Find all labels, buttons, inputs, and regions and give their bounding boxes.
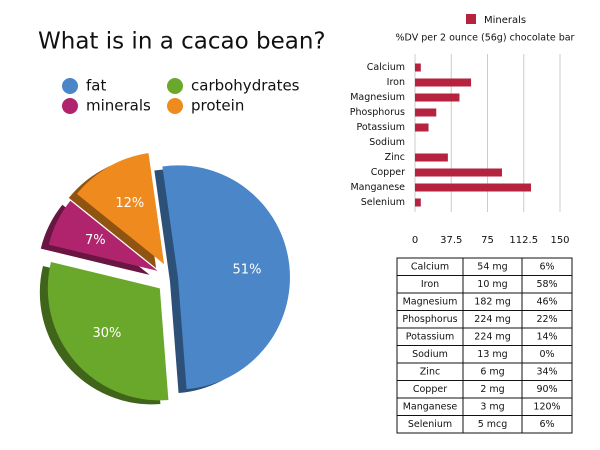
cell-text: Manganese <box>403 401 458 412</box>
slice <box>47 262 169 401</box>
slice <box>162 165 290 390</box>
bar <box>415 78 472 87</box>
cell-text: 46% <box>536 296 557 307</box>
slice-label: 51% <box>233 262 262 277</box>
cell-text: 120% <box>533 401 560 412</box>
cell-text: 2 mg <box>480 384 504 395</box>
legend-label: minerals <box>86 97 151 115</box>
legend-swatch <box>466 14 476 24</box>
y-tick-label: Magnesium <box>350 92 405 103</box>
y-tick-label: Copper <box>371 167 405 178</box>
cell-text: 58% <box>536 279 557 290</box>
y-tick-label: Calcium <box>367 62 405 73</box>
x-tick-label: 112.5 <box>509 235 538 246</box>
y-tick-label: Phosphorus <box>350 107 405 118</box>
cell-text: 90% <box>536 384 557 395</box>
cell-text: 6% <box>539 261 554 272</box>
legend-swatch <box>62 78 78 94</box>
legend-label: protein <box>191 97 244 115</box>
bar <box>415 123 429 132</box>
cell-text: 5 mcg <box>478 419 508 430</box>
slice-label: 7% <box>85 233 106 248</box>
cell-text: Calcium <box>411 261 449 272</box>
legend-label: Minerals <box>484 15 526 26</box>
cell-text: 6 mg <box>480 366 504 377</box>
x-tick-label: 75 <box>481 235 494 246</box>
y-tick-label: Potassium <box>356 122 405 133</box>
table-cell <box>521 415 573 434</box>
cell-text: 34% <box>536 366 557 377</box>
cell-text: 224 mg <box>474 331 510 342</box>
bar <box>415 93 460 102</box>
cell-text: Magnesium <box>403 296 458 307</box>
bar-subtitle: %DV per 2 ounce (56g) chocolate bar <box>396 33 575 44</box>
cell-text: 6% <box>539 419 554 430</box>
cell-text: Iron <box>421 279 439 290</box>
cell-text: Phosphorus <box>402 314 457 325</box>
slice-label: 30% <box>92 326 121 341</box>
slice <box>76 153 165 265</box>
cell-text: 14% <box>536 331 557 342</box>
bar <box>415 168 502 177</box>
slice <box>48 200 158 271</box>
y-tick-label: Selenium <box>361 197 405 208</box>
legend-label: fat <box>86 77 106 95</box>
cell-text: Zinc <box>420 366 440 377</box>
cell-text: 13 mg <box>477 349 507 360</box>
y-tick-label: Iron <box>387 77 405 88</box>
x-tick-label: 37.5 <box>440 235 462 246</box>
bar <box>415 198 421 207</box>
cell-text: 3 mg <box>480 401 504 412</box>
cell-text: 224 mg <box>474 314 510 325</box>
cell-text: Sodium <box>412 349 448 360</box>
y-tick-label: Manganese <box>350 182 405 193</box>
cell-text: 22% <box>536 314 557 325</box>
bar <box>415 63 421 72</box>
cell-text: 0% <box>539 349 554 360</box>
bar <box>415 153 448 162</box>
legend-swatch <box>167 78 183 94</box>
cell-text: Selenium <box>408 419 452 430</box>
x-tick-label: 150 <box>550 235 569 246</box>
cell-text: 10 mg <box>477 279 507 290</box>
cell-text: 54 mg <box>477 261 507 272</box>
x-tick-label: 0 <box>412 235 418 246</box>
legend-swatch <box>167 98 183 114</box>
slice-label: 12% <box>115 196 144 211</box>
cell-text: 182 mg <box>474 296 510 307</box>
y-tick-label: Sodium <box>369 137 405 148</box>
y-tick-label: Zinc <box>385 152 405 163</box>
cell-text: Potassium <box>406 331 455 342</box>
pie-title: What is in a cacao bean? <box>38 29 326 55</box>
bar <box>415 108 437 117</box>
legend-swatch <box>62 98 78 114</box>
bar <box>415 183 531 192</box>
cell-text: Copper <box>413 384 447 395</box>
legend-label: carbohydrates <box>191 77 300 95</box>
